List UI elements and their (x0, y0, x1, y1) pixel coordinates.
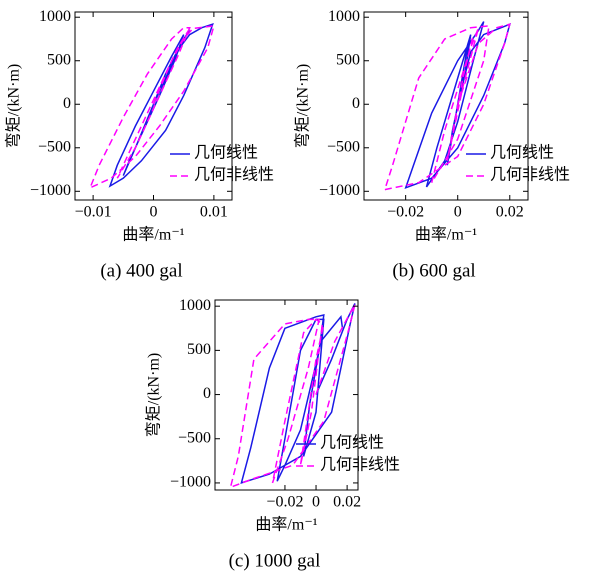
y-tick-label: 0 (63, 95, 71, 112)
hysteresis-curve (108, 23, 214, 188)
x-tick-label: 0.02 (333, 494, 361, 511)
y-tick-label: −500 (178, 429, 211, 446)
subplot: −0.02 0 0.02 −1000 −500 0 500 1000 曲率/m⁻¹ 弯矩/(kN·… (294, 8, 570, 281)
subplot: −0.02 0 0.02 −1000 −500 0 500 1000 曲率/m⁻¹ 弯矩/(kN·… (145, 297, 400, 572)
y-tick-label: −1000 (170, 474, 211, 491)
y-axis-label: 弯矩/(kN·m) (145, 353, 163, 437)
y-tick-label: 500 (187, 341, 211, 358)
x-axis-label: 曲率/m⁻¹ (122, 226, 184, 244)
x-axis-label: 曲率/m⁻¹ (255, 516, 317, 534)
y-tick-label: 0 (203, 385, 211, 402)
x-tick-label: 0 (454, 204, 462, 221)
caption: (a) 400 gal (100, 260, 182, 281)
y-axis-label: 弯矩/(kN·m) (5, 64, 23, 148)
hysteresis-curve (229, 304, 356, 489)
hysteresis-curve (88, 25, 215, 190)
legend-label: 几何非线性 (320, 456, 400, 474)
x-tick-label: 0 (312, 494, 320, 511)
caption: (c) 1000 gal (229, 550, 321, 571)
legend-label: 几何线性 (490, 144, 554, 162)
y-tick-label: 1000 (39, 8, 71, 25)
x-tick-label: 0.01 (200, 204, 228, 221)
y-tick-label: 0 (352, 95, 360, 112)
y-tick-label: −1000 (30, 182, 71, 199)
legend-label: 几何非线性 (490, 166, 570, 184)
x-tick-label: 0.02 (496, 204, 524, 221)
legend-label: 几何非线性 (194, 166, 274, 184)
x-tick-label: −0.02 (387, 204, 424, 221)
y-tick-label: 500 (47, 51, 71, 68)
axes-box (363, 11, 529, 201)
y-axis-label: 弯矩/(kN·m) (294, 64, 312, 148)
y-tick-label: −500 (38, 138, 71, 155)
x-tick-label: −0.02 (266, 494, 303, 511)
y-tick-label: −500 (327, 138, 360, 155)
legend-label: 几何线性 (320, 434, 384, 452)
y-tick-label: −1000 (319, 182, 360, 199)
x-tick-label: −0.01 (75, 204, 112, 221)
y-tick-label: 500 (336, 51, 360, 68)
legend-label: 几何线性 (194, 144, 258, 162)
caption: (b) 600 gal (392, 260, 475, 281)
subplot: −0.01 0 0.01 −1000 −500 0 500 1000 曲率/m⁻¹ 弯矩/(kN·… (5, 8, 274, 281)
x-tick-label: 0 (150, 204, 158, 221)
y-tick-label: 1000 (328, 8, 360, 25)
y-tick-label: 1000 (179, 297, 211, 314)
x-axis-label: 曲率/m⁻¹ (415, 226, 477, 244)
